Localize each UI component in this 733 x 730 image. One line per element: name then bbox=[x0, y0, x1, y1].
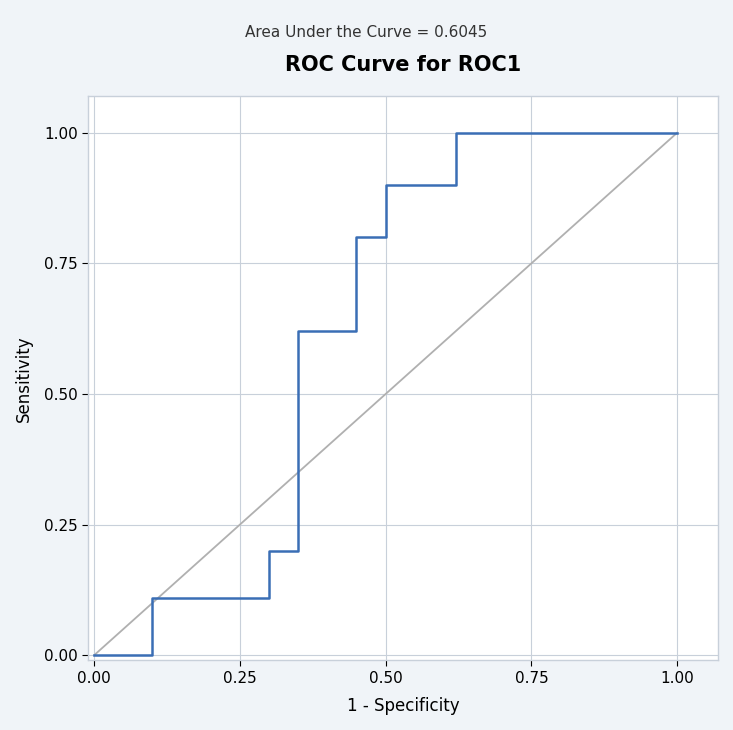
Title: ROC Curve for ROC1: ROC Curve for ROC1 bbox=[285, 55, 521, 75]
Text: Area Under the Curve = 0.6045: Area Under the Curve = 0.6045 bbox=[246, 26, 487, 40]
Y-axis label: Sensitivity: Sensitivity bbox=[15, 335, 33, 422]
X-axis label: 1 - Specificity: 1 - Specificity bbox=[347, 697, 460, 715]
